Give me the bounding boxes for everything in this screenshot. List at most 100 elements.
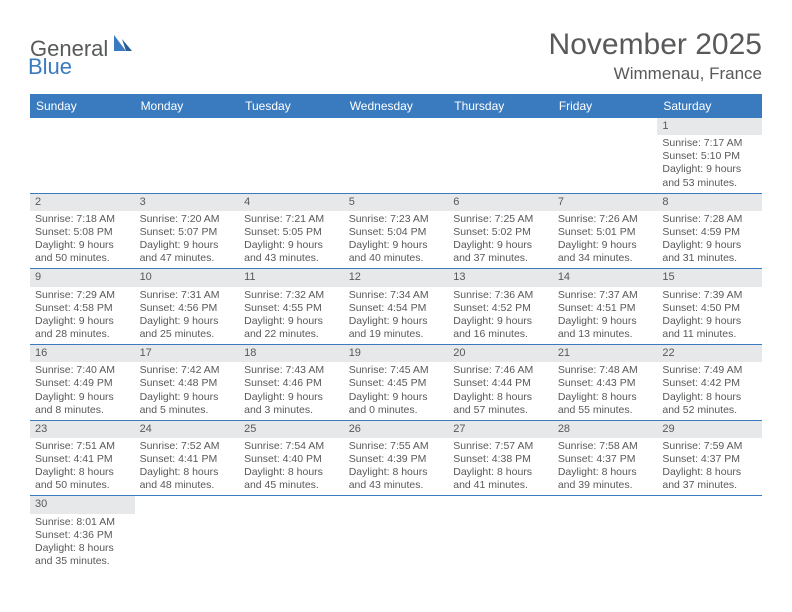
sunrise-text: Sunrise: 7:34 AM	[349, 289, 444, 302]
sunrise-text: Sunrise: 7:21 AM	[244, 213, 339, 226]
calendar-cell	[135, 118, 240, 193]
sunrise-text: Sunrise: 7:52 AM	[140, 440, 235, 453]
day-number: 21	[553, 345, 658, 362]
calendar-cell: 8Sunrise: 7:28 AMSunset: 4:59 PMDaylight…	[657, 193, 762, 269]
day-detail: Sunrise: 7:51 AMSunset: 4:41 PMDaylight:…	[30, 438, 135, 496]
day-detail: Sunrise: 7:46 AMSunset: 4:44 PMDaylight:…	[448, 362, 553, 420]
sunset-text: Sunset: 4:41 PM	[140, 453, 235, 466]
daylight-text: Daylight: 9 hours and 8 minutes.	[35, 391, 130, 417]
title-block: November 2025 Wimmenau, France	[549, 28, 762, 84]
calendar-cell: 22Sunrise: 7:49 AMSunset: 4:42 PMDayligh…	[657, 345, 762, 421]
sunset-text: Sunset: 4:52 PM	[453, 302, 548, 315]
calendar-cell	[448, 496, 553, 571]
daylight-text: Daylight: 8 hours and 50 minutes.	[35, 466, 130, 492]
sunset-text: Sunset: 5:10 PM	[662, 150, 757, 163]
calendar-row: 2Sunrise: 7:18 AMSunset: 5:08 PMDaylight…	[30, 193, 762, 269]
sunrise-text: Sunrise: 7:36 AM	[453, 289, 548, 302]
calendar-cell	[344, 496, 449, 571]
day-number: 20	[448, 345, 553, 362]
sunrise-text: Sunrise: 8:01 AM	[35, 516, 130, 529]
day-number: 1	[657, 118, 762, 135]
sunset-text: Sunset: 4:44 PM	[453, 377, 548, 390]
sunset-text: Sunset: 4:59 PM	[662, 226, 757, 239]
day-detail: Sunrise: 7:42 AMSunset: 4:48 PMDaylight:…	[135, 362, 240, 420]
sunrise-text: Sunrise: 7:39 AM	[662, 289, 757, 302]
page: General November 2025 Wimmenau, France B…	[0, 0, 792, 591]
sunrise-text: Sunrise: 7:42 AM	[140, 364, 235, 377]
sunset-text: Sunset: 4:39 PM	[349, 453, 444, 466]
day-detail: Sunrise: 7:21 AMSunset: 5:05 PMDaylight:…	[239, 211, 344, 269]
calendar-cell: 19Sunrise: 7:45 AMSunset: 4:45 PMDayligh…	[344, 345, 449, 421]
dow-thursday: Thursday	[448, 94, 553, 118]
sunrise-text: Sunrise: 7:54 AM	[244, 440, 339, 453]
calendar-cell: 10Sunrise: 7:31 AMSunset: 4:56 PMDayligh…	[135, 269, 240, 345]
daylight-text: Daylight: 9 hours and 47 minutes.	[140, 239, 235, 265]
sunrise-text: Sunrise: 7:57 AM	[453, 440, 548, 453]
day-number: 27	[448, 421, 553, 438]
calendar-cell	[553, 118, 658, 193]
calendar-cell	[239, 118, 344, 193]
sunset-text: Sunset: 4:41 PM	[35, 453, 130, 466]
sunrise-text: Sunrise: 7:55 AM	[349, 440, 444, 453]
daylight-text: Daylight: 9 hours and 34 minutes.	[558, 239, 653, 265]
sunset-text: Sunset: 4:56 PM	[140, 302, 235, 315]
day-detail: Sunrise: 7:36 AMSunset: 4:52 PMDaylight:…	[448, 287, 553, 345]
daylight-text: Daylight: 9 hours and 28 minutes.	[35, 315, 130, 341]
sunrise-text: Sunrise: 7:26 AM	[558, 213, 653, 226]
daylight-text: Daylight: 9 hours and 53 minutes.	[662, 163, 757, 189]
calendar-cell: 13Sunrise: 7:36 AMSunset: 4:52 PMDayligh…	[448, 269, 553, 345]
calendar-cell: 14Sunrise: 7:37 AMSunset: 4:51 PMDayligh…	[553, 269, 658, 345]
sunset-text: Sunset: 4:45 PM	[349, 377, 444, 390]
sunrise-text: Sunrise: 7:49 AM	[662, 364, 757, 377]
sunset-text: Sunset: 5:02 PM	[453, 226, 548, 239]
sunrise-text: Sunrise: 7:45 AM	[349, 364, 444, 377]
day-number: 4	[239, 194, 344, 211]
calendar-row: 16Sunrise: 7:40 AMSunset: 4:49 PMDayligh…	[30, 345, 762, 421]
day-number: 12	[344, 269, 449, 286]
calendar-cell	[448, 118, 553, 193]
day-number: 30	[30, 496, 135, 513]
sunrise-text: Sunrise: 7:31 AM	[140, 289, 235, 302]
day-number: 18	[239, 345, 344, 362]
calendar-cell	[553, 496, 658, 571]
sunset-text: Sunset: 4:36 PM	[35, 529, 130, 542]
sunrise-text: Sunrise: 7:37 AM	[558, 289, 653, 302]
dow-monday: Monday	[135, 94, 240, 118]
day-number: 16	[30, 345, 135, 362]
day-detail: Sunrise: 7:58 AMSunset: 4:37 PMDaylight:…	[553, 438, 658, 496]
calendar-cell: 9Sunrise: 7:29 AMSunset: 4:58 PMDaylight…	[30, 269, 135, 345]
day-number: 6	[448, 194, 553, 211]
sunset-text: Sunset: 4:50 PM	[662, 302, 757, 315]
calendar-cell: 6Sunrise: 7:25 AMSunset: 5:02 PMDaylight…	[448, 193, 553, 269]
sunrise-text: Sunrise: 7:51 AM	[35, 440, 130, 453]
day-detail: Sunrise: 7:48 AMSunset: 4:43 PMDaylight:…	[553, 362, 658, 420]
daylight-text: Daylight: 9 hours and 0 minutes.	[349, 391, 444, 417]
daylight-text: Daylight: 9 hours and 25 minutes.	[140, 315, 235, 341]
day-number: 28	[553, 421, 658, 438]
daylight-text: Daylight: 8 hours and 41 minutes.	[453, 466, 548, 492]
daylight-text: Daylight: 9 hours and 16 minutes.	[453, 315, 548, 341]
daylight-text: Daylight: 9 hours and 40 minutes.	[349, 239, 444, 265]
sunrise-text: Sunrise: 7:40 AM	[35, 364, 130, 377]
day-detail: Sunrise: 7:57 AMSunset: 4:38 PMDaylight:…	[448, 438, 553, 496]
daylight-text: Daylight: 8 hours and 52 minutes.	[662, 391, 757, 417]
sunset-text: Sunset: 4:55 PM	[244, 302, 339, 315]
day-detail: Sunrise: 7:39 AMSunset: 4:50 PMDaylight:…	[657, 287, 762, 345]
sunrise-text: Sunrise: 7:25 AM	[453, 213, 548, 226]
sunset-text: Sunset: 4:49 PM	[35, 377, 130, 390]
calendar-cell: 3Sunrise: 7:20 AMSunset: 5:07 PMDaylight…	[135, 193, 240, 269]
sunset-text: Sunset: 4:42 PM	[662, 377, 757, 390]
calendar-cell: 26Sunrise: 7:55 AMSunset: 4:39 PMDayligh…	[344, 420, 449, 496]
calendar-cell: 25Sunrise: 7:54 AMSunset: 4:40 PMDayligh…	[239, 420, 344, 496]
daylight-text: Daylight: 8 hours and 55 minutes.	[558, 391, 653, 417]
day-detail: Sunrise: 7:31 AMSunset: 4:56 PMDaylight:…	[135, 287, 240, 345]
sunrise-text: Sunrise: 7:18 AM	[35, 213, 130, 226]
calendar-cell: 11Sunrise: 7:32 AMSunset: 4:55 PMDayligh…	[239, 269, 344, 345]
calendar-cell: 29Sunrise: 7:59 AMSunset: 4:37 PMDayligh…	[657, 420, 762, 496]
daylight-text: Daylight: 8 hours and 48 minutes.	[140, 466, 235, 492]
calendar-cell: 21Sunrise: 7:48 AMSunset: 4:43 PMDayligh…	[553, 345, 658, 421]
daylight-text: Daylight: 8 hours and 37 minutes.	[662, 466, 757, 492]
dow-tuesday: Tuesday	[239, 94, 344, 118]
daylight-text: Daylight: 9 hours and 43 minutes.	[244, 239, 339, 265]
calendar-cell	[30, 118, 135, 193]
